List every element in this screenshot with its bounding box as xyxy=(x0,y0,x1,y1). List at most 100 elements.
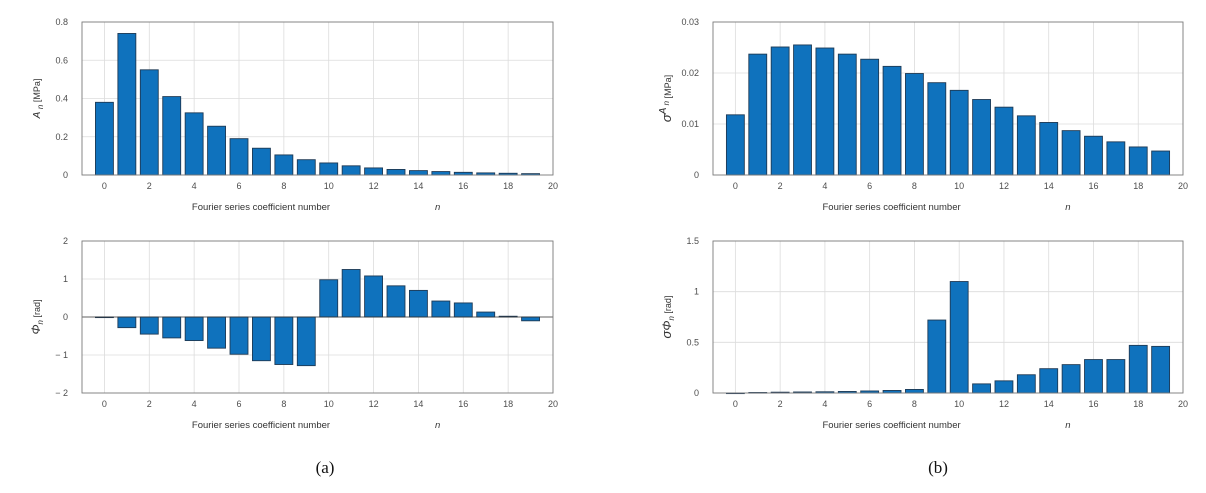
bar xyxy=(927,82,947,176)
x-tick-label: 20 xyxy=(1178,399,1188,409)
bar xyxy=(386,169,406,176)
x-axis-label: Fourier series coefficient number xyxy=(192,420,330,431)
bar xyxy=(725,114,745,176)
axis-box xyxy=(712,21,1184,176)
y-axis-label: Φn [rad] xyxy=(29,299,45,334)
y-tick-label: 1 xyxy=(63,274,68,284)
y-axis-label-part: A xyxy=(658,107,669,115)
y-axis-label-part: A xyxy=(32,111,43,119)
bar xyxy=(184,316,204,342)
x-tick-label: 12 xyxy=(999,399,1009,409)
x-axis-variable: n xyxy=(435,420,440,431)
y-axis-label-part: n xyxy=(36,104,45,109)
bar xyxy=(1128,344,1148,394)
x-tick-label: 4 xyxy=(192,399,197,409)
bar xyxy=(252,147,271,176)
bar xyxy=(162,96,182,176)
x-tick-label: 14 xyxy=(413,399,423,409)
chart-amplitude: 0 2 4 6 8 10 12 14 16 18 20 0 0.2 0.4 0.6 0.8 Fourier se… xyxy=(32,17,558,213)
bar xyxy=(364,275,383,318)
x-tick-label: 2 xyxy=(778,181,783,191)
y-axis-label: σA n [MPa] xyxy=(658,75,674,122)
y-tick-label: 1.5 xyxy=(686,236,699,246)
bar xyxy=(319,162,339,176)
bar xyxy=(139,316,159,335)
bar xyxy=(431,300,451,318)
y-tick-label: 1 xyxy=(694,287,699,297)
bar xyxy=(972,99,991,176)
x-axis-label: Fourier series coefficient number xyxy=(823,420,961,431)
bar xyxy=(905,389,924,394)
y-tick-label: − 1 xyxy=(55,350,68,360)
y-axis-label-part: [rad] xyxy=(663,296,673,317)
bar xyxy=(1084,135,1103,176)
x-tick-label: 6 xyxy=(867,399,872,409)
bar xyxy=(1061,130,1081,176)
bar xyxy=(1128,146,1148,176)
x-tick-label: 4 xyxy=(822,399,827,409)
x-tick-label: 2 xyxy=(147,399,152,409)
x-tick-label: 10 xyxy=(954,399,964,409)
bar xyxy=(1039,122,1059,176)
bar xyxy=(860,58,880,176)
bar xyxy=(453,302,473,318)
x-tick-label: 2 xyxy=(147,181,152,191)
panel-label-a: (a) xyxy=(316,458,335,477)
y-axis-label: σΦn [rad] xyxy=(659,296,676,339)
x-tick-label: 10 xyxy=(324,181,334,191)
bar xyxy=(296,159,316,176)
x-tick-label: 18 xyxy=(503,399,513,409)
y-tick-label: 0.03 xyxy=(681,17,699,27)
bar xyxy=(1016,374,1036,394)
x-tick-label: 10 xyxy=(324,399,334,409)
bar xyxy=(1151,150,1171,176)
y-tick-label: 0 xyxy=(63,312,68,322)
y-axis-label-part: n xyxy=(36,319,45,324)
bar xyxy=(972,383,991,394)
y-axis-label-part: [rad] xyxy=(32,299,42,320)
bar xyxy=(274,316,294,365)
bar xyxy=(207,125,226,176)
x-tick-label: 16 xyxy=(1088,181,1098,191)
x-tick-label: 10 xyxy=(954,181,964,191)
bar xyxy=(949,89,969,176)
bar xyxy=(296,316,316,367)
bar xyxy=(95,101,114,176)
bar xyxy=(770,46,790,176)
x-tick-label: 0 xyxy=(733,181,738,191)
x-tick-label: 2 xyxy=(778,399,783,409)
y-axis-label-part: Φ xyxy=(660,321,674,331)
x-tick-label: 4 xyxy=(192,181,197,191)
y-tick-label: 2 xyxy=(63,236,68,246)
x-tick-label: 8 xyxy=(912,399,917,409)
x-tick-label: 12 xyxy=(369,399,379,409)
bar xyxy=(341,165,361,176)
x-tick-label: 14 xyxy=(413,181,423,191)
bar xyxy=(386,285,406,318)
y-axis-label-part: n xyxy=(662,100,671,107)
y-tick-label: 0 xyxy=(694,170,699,180)
x-tick-label: 16 xyxy=(458,181,468,191)
axis-box xyxy=(81,240,554,394)
plot-area xyxy=(713,22,1183,175)
axis-box xyxy=(81,21,554,176)
x-tick-label: 12 xyxy=(369,181,379,191)
chart-amplitude-uncertainty: 0 2 4 6 8 10 12 14 16 18 20 0 0.01 0.02 0.03 Fourier se… xyxy=(658,17,1188,213)
y-tick-label: 0.2 xyxy=(55,132,68,142)
bar xyxy=(409,170,428,176)
x-tick-label: 0 xyxy=(733,399,738,409)
y-tick-label: 0 xyxy=(694,388,699,398)
y-tick-label: − 2 xyxy=(55,388,68,398)
y-axis-label: A n [MPa] xyxy=(32,79,45,120)
bar xyxy=(162,316,182,339)
x-tick-label: 4 xyxy=(822,181,827,191)
bar xyxy=(949,281,969,394)
bar xyxy=(409,289,428,318)
bar xyxy=(117,316,137,329)
bar xyxy=(229,316,249,355)
chart-phase-uncertainty: 0 2 4 6 8 10 12 14 16 18 20 0 0.5 1 1.5 Fourier series … xyxy=(659,236,1188,431)
bar xyxy=(927,319,947,394)
x-axis-variable: n xyxy=(1065,202,1070,213)
bar xyxy=(1084,359,1103,394)
